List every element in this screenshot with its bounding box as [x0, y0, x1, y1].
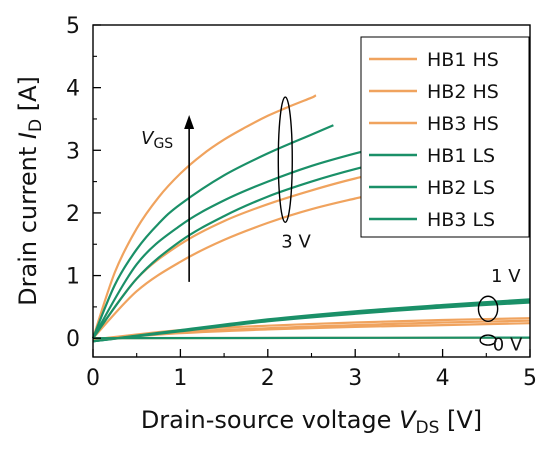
series-line-hb1-ls-0v [92, 336, 531, 340]
legend-label: HB3 HS [427, 113, 499, 135]
label-0v: 0 V [493, 335, 523, 356]
legend-label: HB1 LS [427, 145, 495, 167]
legend-label: HB3 LS [427, 209, 495, 231]
x-axis-title-var: V [399, 406, 417, 434]
series-line-hb1-ls-3v [91, 124, 334, 339]
x-tick-label: 4 [436, 366, 450, 391]
vgs-arrow-head [184, 114, 195, 129]
y-tick-label: 1 [66, 265, 80, 290]
y-axis-title-unit: [A] [14, 76, 42, 119]
x-axis-title-sub: DS [415, 418, 439, 438]
y-tick-label: 2 [66, 202, 80, 227]
series-line-hb1-hs-3v [91, 94, 317, 339]
label-3v: 3 V [281, 231, 311, 252]
legend-label: HB1 HS [427, 49, 499, 71]
x-tick-label: 3 [348, 366, 362, 391]
legend-box [360, 36, 530, 238]
legend: HB1 HS HB2 HS HB3 HS HB1 LS HB2 LS HB3 LS [360, 36, 530, 238]
series-line-hb3-ls-1v [92, 301, 531, 343]
series-layer [91, 94, 531, 343]
ellipse-0v [479, 334, 497, 346]
vgs-label-sub: GS [153, 136, 173, 152]
x-tick-label: 0 [86, 366, 100, 391]
legend-label: HB2 LS [427, 177, 495, 199]
label-1v: 1 V [491, 266, 521, 287]
y-axis-title-sub: D [26, 119, 46, 132]
vgs-label-var: V [141, 128, 155, 149]
y-axis-title-var: I [14, 132, 42, 139]
annotation-layer: VGS 3 V 1 V 0 V [141, 96, 523, 356]
y-tick-label: 4 [66, 77, 80, 102]
y-tick-label: 0 [66, 327, 80, 352]
x-axis-title-main: Drain-source voltage [141, 406, 399, 434]
x-tick-label: 2 [261, 366, 275, 391]
x-tick-label: 5 [523, 366, 537, 391]
y-tick-label: 5 [66, 14, 80, 39]
y-axis-title-main: Drain current [14, 139, 42, 306]
x-axis-title: Drain-source voltage VDS [V] [141, 406, 482, 438]
legend-label: HB2 HS [427, 81, 499, 103]
ticks: 0 1 2 3 4 5 0 1 2 3 4 5 [66, 14, 537, 391]
y-axis-title: Drain current ID [A] [14, 76, 46, 306]
vgs-label: VGS [141, 128, 173, 152]
axes-layer: 0 1 2 3 4 5 0 1 2 3 4 5 [66, 14, 537, 391]
y-tick-label: 3 [66, 139, 80, 164]
ellipse-3v [277, 96, 293, 224]
ellipse-1v [477, 295, 499, 322]
series-line-hb3-hs-1v [92, 322, 531, 341]
x-tick-label: 1 [173, 366, 187, 391]
x-axis-title-unit: [V] [439, 406, 482, 434]
